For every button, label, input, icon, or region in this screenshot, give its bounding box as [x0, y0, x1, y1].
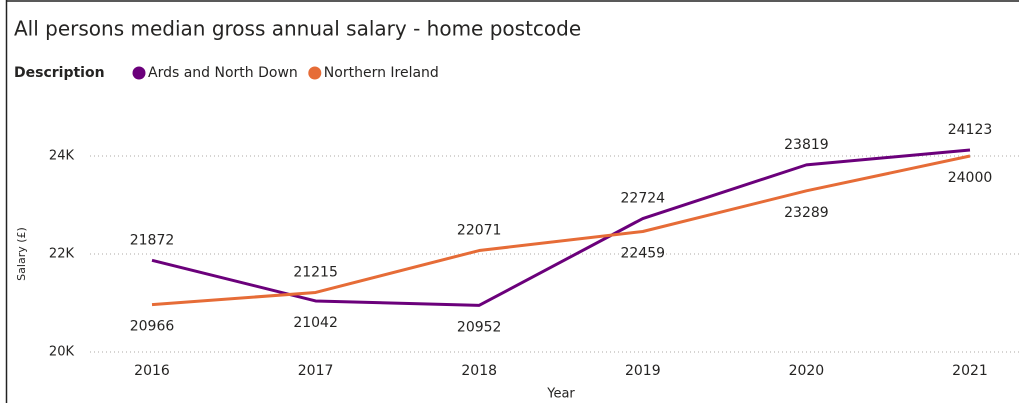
- x-tick-label: 2019: [625, 363, 661, 379]
- data-label: 20966: [130, 319, 175, 335]
- data-label: 22459: [621, 246, 666, 262]
- series-line: [151, 154, 971, 307]
- legend-marker: [132, 66, 146, 80]
- background: [6, 1, 1018, 402]
- data-label: 24000: [948, 170, 993, 186]
- y-tick-label: 22K: [49, 247, 75, 262]
- x-tick-label: 2021: [952, 363, 988, 379]
- data-label: 24123: [948, 122, 993, 138]
- data-label: 21215: [293, 264, 338, 280]
- legend-label: Ards and North Down: [148, 65, 298, 81]
- x-axis-title: Year: [546, 387, 575, 402]
- x-tick-label: 2018: [461, 363, 497, 379]
- data-label: 21872: [130, 232, 175, 248]
- x-tick-label: 2020: [789, 363, 825, 379]
- data-label: 21042: [293, 315, 338, 331]
- x-tick-label: 2016: [134, 363, 170, 379]
- y-tick-label: 20K: [49, 345, 75, 360]
- legend-marker: [308, 66, 322, 80]
- legend-title: Description: [14, 65, 105, 81]
- data-label: 23819: [784, 137, 829, 153]
- data-label: 20952: [457, 319, 502, 335]
- x-tick-label: 2017: [298, 363, 334, 379]
- data-label: 22071: [457, 223, 502, 239]
- y-tick-label: 24K: [49, 149, 75, 164]
- data-label: 22724: [621, 191, 666, 207]
- chart-title: All persons median gross annual salary -…: [14, 17, 581, 41]
- y-axis-title: Salary (£): [15, 227, 28, 281]
- data-label: 23289: [784, 205, 829, 221]
- legend-label: Northern Ireland: [324, 65, 439, 81]
